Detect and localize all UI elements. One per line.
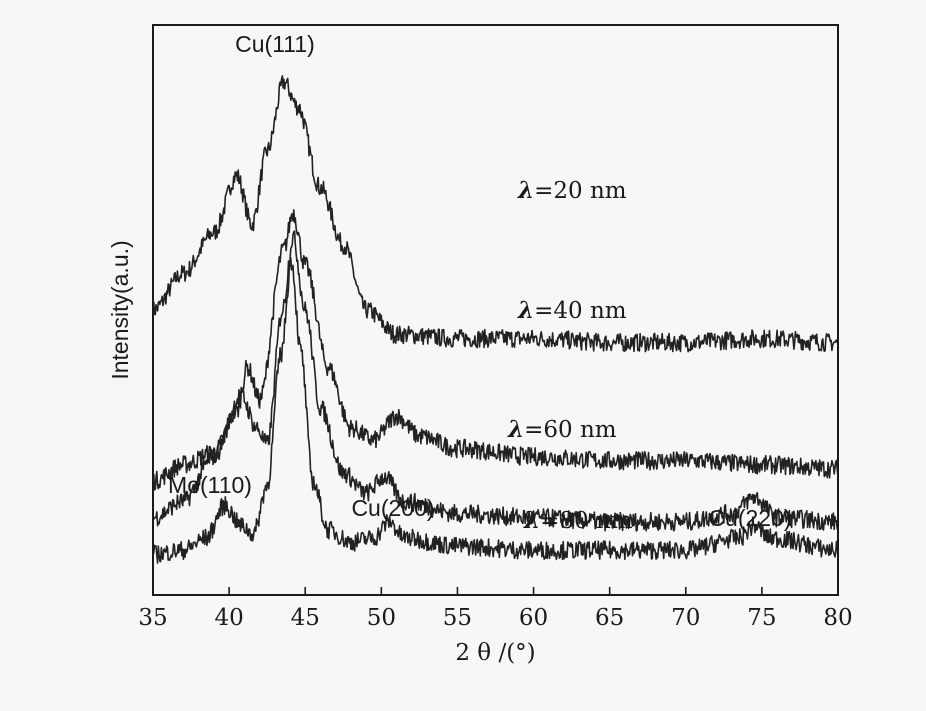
series-label-4: λ=80 nm <box>523 507 633 534</box>
annotation-cu220: Cu(220) <box>708 505 791 531</box>
x-tick-label: 40 <box>214 605 243 631</box>
y-axis-label: Intensity(a.u.) <box>107 240 133 379</box>
x-tick-label: 50 <box>367 605 396 631</box>
series-label-2: λ=40 nm <box>517 297 627 324</box>
annotation-cu200: Cu(200) <box>351 495 434 521</box>
x-tick-label: 55 <box>443 605 472 631</box>
annotation-mo110: Mo(110) <box>168 472 252 498</box>
series-label-1: λ=20 nm <box>517 177 627 204</box>
x-tick-label: 60 <box>519 605 548 631</box>
series-labels: λ=20 nm λ=40 nm λ=60 nm λ=80 nm <box>507 177 633 534</box>
series-line-1 <box>152 75 839 353</box>
x-axis-label: 2 θ /(°) <box>455 640 535 666</box>
plot-frame <box>152 24 839 596</box>
peak-annotations: Cu(111) Mo(110) Cu(200) Cu(220) <box>168 31 792 531</box>
x-tick-label: 35 <box>138 605 167 631</box>
x-axis-ticks: 35 40 45 50 55 60 65 70 75 80 <box>138 587 853 631</box>
x-tick-label: 70 <box>671 605 700 631</box>
annotation-cu111: Cu(111) <box>235 31 315 57</box>
x-tick-label: 75 <box>747 605 776 631</box>
series-group <box>152 75 839 564</box>
series-line-4 <box>152 257 839 564</box>
series-line-3 <box>152 230 839 532</box>
x-tick-label: 65 <box>595 605 624 631</box>
series-line-2 <box>152 209 839 491</box>
x-tick-label: 45 <box>291 605 320 631</box>
x-tick-label: 80 <box>823 605 852 631</box>
series-label-3: λ=60 nm <box>507 416 617 443</box>
